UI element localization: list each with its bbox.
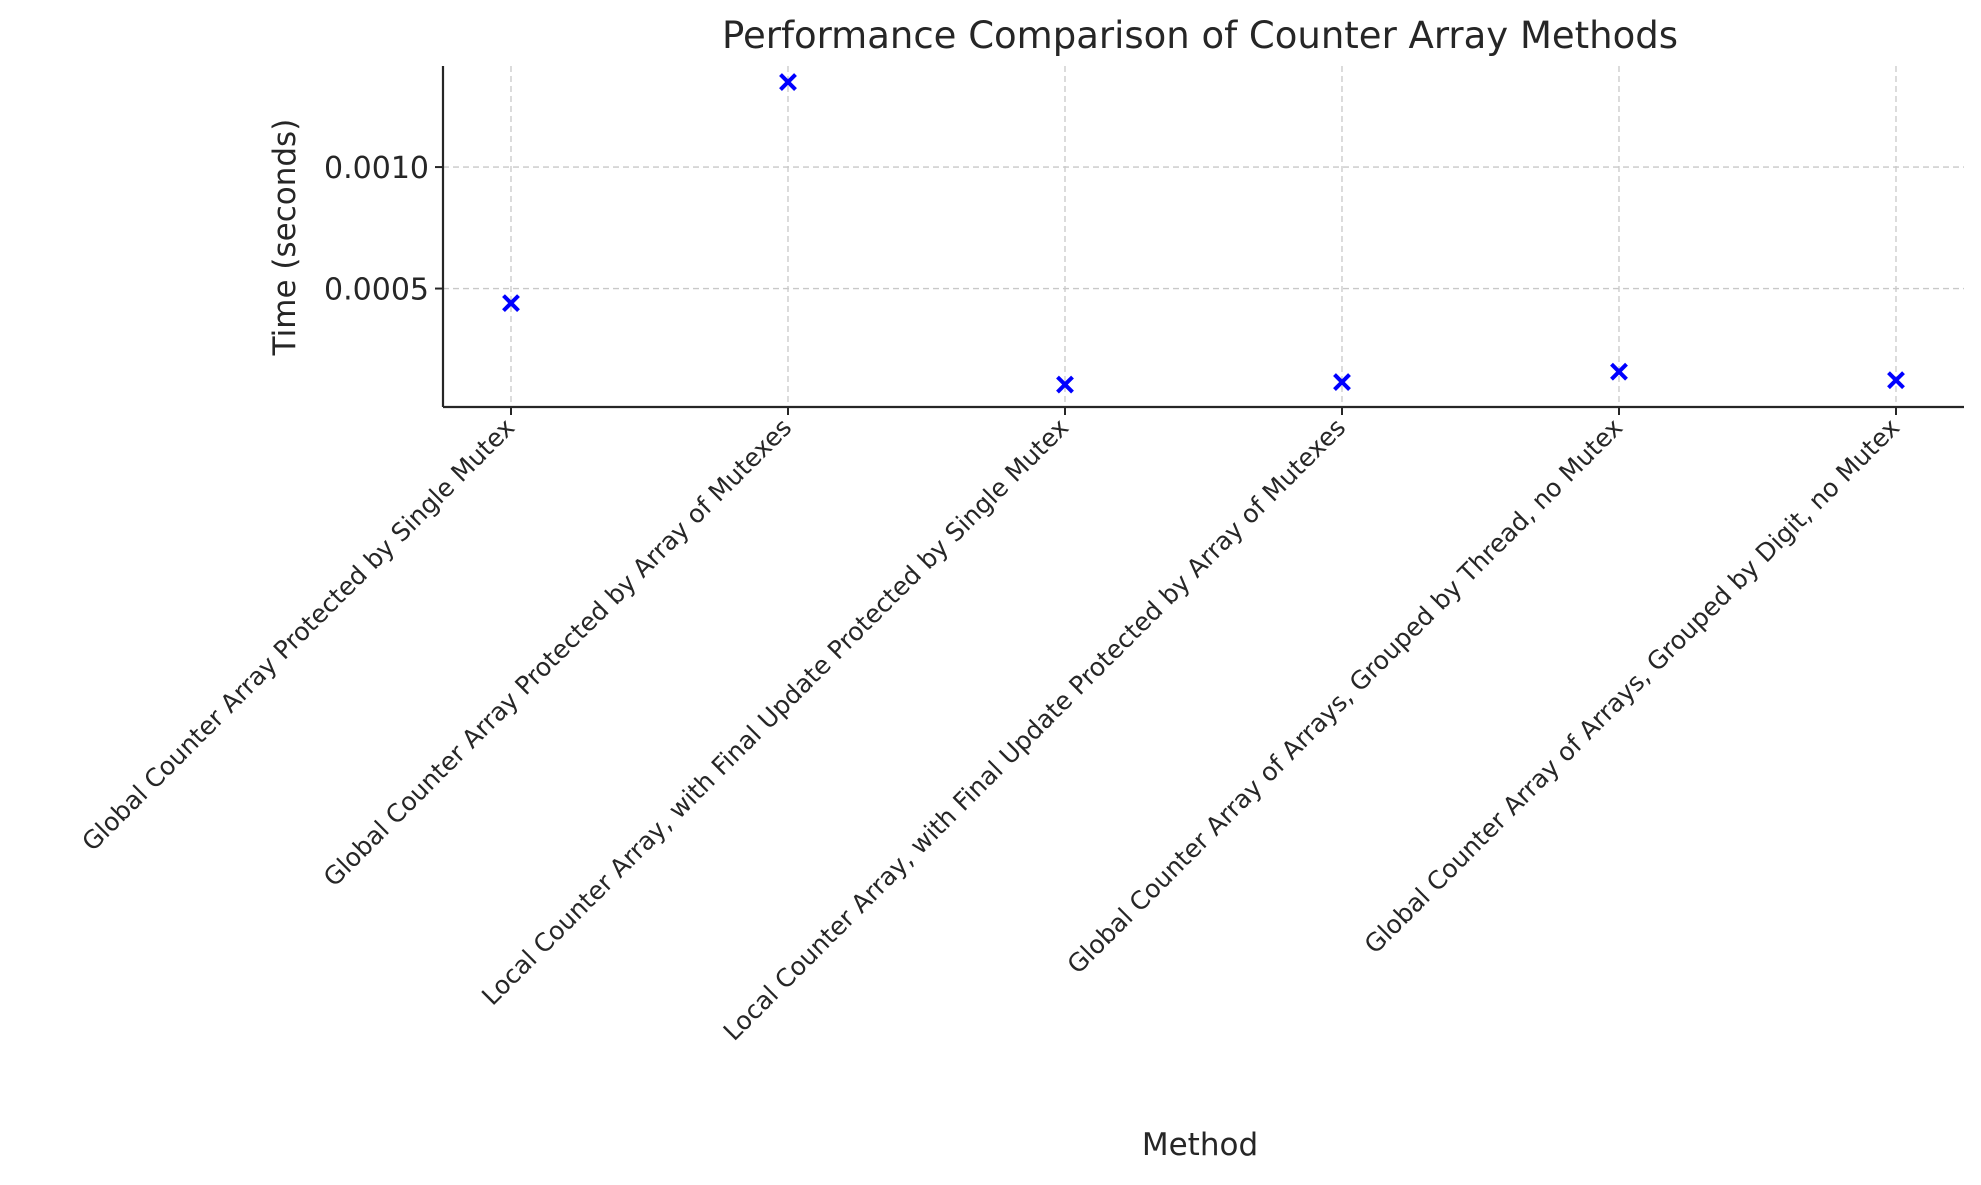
x-tick-label: Global Counter Array Protected by Array …	[318, 413, 797, 892]
x-ticks: Global Counter Array Protected by Single…	[76, 407, 1905, 1046]
x-tick-label: Global Counter Array of Arrays, Grouped …	[1062, 413, 1629, 980]
y-tick-label: 0.0010	[324, 151, 429, 186]
axes	[441, 66, 1964, 409]
x-tick-label: Local Counter Array, with Final Update P…	[476, 413, 1074, 1011]
data-point	[1056, 375, 1074, 394]
y-axis-label: Time (seconds)	[267, 119, 303, 357]
data-point	[1610, 362, 1628, 381]
data-point	[1333, 373, 1351, 392]
data-point	[779, 73, 797, 91]
y-tick-label: 0.0005	[324, 273, 429, 308]
x-tick-label: Local Counter Array, with Final Update P…	[718, 413, 1352, 1047]
data-point	[502, 294, 520, 313]
data-point	[1887, 371, 1905, 390]
grid	[443, 66, 1964, 407]
data-points	[502, 73, 1905, 394]
chart-title: Performance Comparison of Counter Array …	[722, 14, 1678, 57]
x-tick-label: Global Counter Array of Arrays, Grouped …	[1359, 413, 1905, 959]
y-ticks: 0.0005 0.0010	[324, 151, 443, 308]
x-tick-label: Global Counter Array Protected by Single…	[76, 413, 520, 857]
x-axis-label: Method	[1142, 1127, 1258, 1163]
